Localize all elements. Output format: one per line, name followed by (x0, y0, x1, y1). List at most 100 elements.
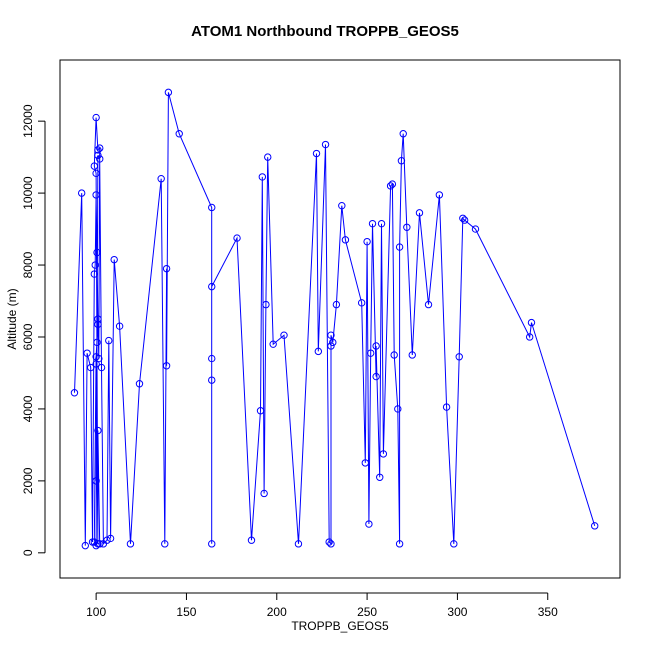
data-point (442, 403, 451, 411)
data-point (90, 538, 99, 546)
data-point (93, 248, 101, 257)
data-point (403, 223, 411, 231)
y-tick-label: 2000 (21, 467, 35, 494)
data-point (208, 354, 216, 363)
data-point (247, 536, 256, 544)
data-point (92, 191, 100, 199)
data-point (94, 320, 102, 329)
data-point (70, 389, 79, 397)
x-tick-label: 300 (447, 605, 467, 619)
data-point (471, 225, 480, 233)
data-point (106, 534, 115, 543)
x-tick-label: 200 (267, 605, 287, 619)
data-point (455, 353, 463, 361)
data-point (376, 473, 384, 481)
data-point (92, 541, 100, 550)
y-axis-label: Altitude (m) (5, 288, 19, 349)
data-point (269, 340, 277, 348)
data-point (157, 175, 165, 183)
data-point (94, 315, 102, 323)
data-point (280, 331, 288, 339)
data-point (435, 191, 444, 199)
y-axis: 0 2000 4000 6000 8000 10000 12000 (21, 104, 46, 556)
series-line-group (74, 92, 596, 546)
data-point (96, 144, 104, 152)
data-point (233, 234, 241, 242)
y-tick-label: 4000 (21, 395, 35, 422)
x-tick-label: 150 (176, 605, 196, 619)
data-point (162, 264, 171, 273)
data-point (115, 322, 124, 330)
x-tick-label: 350 (538, 605, 558, 619)
data-point (90, 270, 99, 278)
data-point (97, 363, 106, 372)
data-point (399, 130, 407, 138)
data-point (262, 300, 270, 309)
data-point (329, 338, 337, 347)
x-tick-label: 250 (357, 605, 377, 619)
data-point (264, 153, 272, 161)
data-point (94, 426, 102, 435)
data-point (341, 236, 350, 244)
data-point (394, 405, 402, 413)
y-tick-label: 12000 (21, 104, 35, 138)
x-axis-label: TROPPB_GEOS5 (291, 619, 389, 633)
data-point (93, 338, 101, 347)
data-point (92, 360, 100, 368)
data-point (164, 88, 173, 97)
data-point (327, 540, 335, 548)
data-point (208, 203, 216, 212)
series-points-group (70, 88, 599, 550)
data-point (525, 333, 534, 341)
data-point (372, 342, 380, 350)
data-point (338, 201, 346, 210)
data-point (294, 540, 303, 548)
data-point (81, 541, 89, 550)
data-point (314, 347, 323, 356)
data-point (388, 180, 397, 188)
data-point (368, 219, 377, 228)
data-point (363, 237, 371, 246)
data-point (321, 140, 330, 149)
data-point (161, 540, 169, 548)
data-point (208, 376, 216, 384)
chart-title: ATOM1 Northbound TROPPB_GEOS5 (191, 23, 459, 40)
data-point (460, 216, 469, 224)
data-point (126, 540, 135, 548)
data-point (91, 261, 99, 269)
data-point (527, 318, 536, 327)
data-point (96, 155, 104, 163)
data-point (327, 331, 335, 339)
data-point (135, 380, 144, 388)
data-point (424, 300, 433, 309)
data-point (379, 450, 388, 458)
data-point (92, 113, 100, 122)
data-point (325, 538, 333, 546)
data-point (87, 363, 95, 372)
data-point (90, 162, 99, 170)
data-point (256, 407, 265, 415)
data-point (372, 372, 380, 381)
x-axis: 100 150 200 250 300 350 (86, 592, 558, 619)
data-point (92, 353, 100, 361)
data-point (208, 540, 216, 548)
y-tick-label: 8000 (21, 251, 35, 278)
y-tick-label: 0 (21, 549, 35, 556)
data-point (365, 520, 373, 528)
data-point (395, 540, 404, 548)
data-point (110, 255, 118, 264)
data-point (361, 459, 369, 467)
data-point (395, 243, 404, 251)
data-point (94, 151, 102, 160)
data-point (450, 540, 458, 548)
data-point (83, 349, 91, 357)
data-point (260, 489, 268, 498)
data-point (77, 189, 86, 197)
plot-frame (59, 59, 621, 579)
data-point (332, 300, 341, 309)
y-tick-label: 10000 (21, 176, 35, 210)
data-point (408, 351, 416, 359)
data-point (415, 209, 424, 217)
